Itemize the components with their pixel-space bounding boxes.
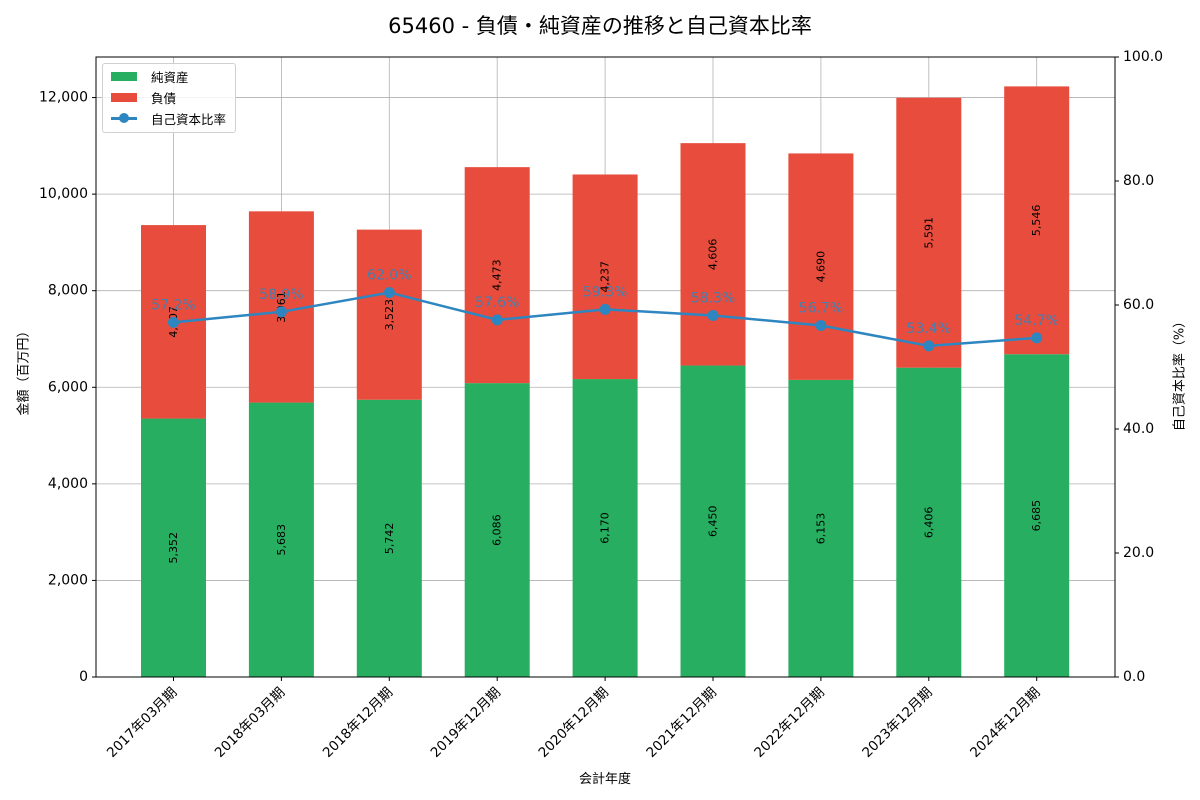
- equity-ratio-marker-icon: [599, 303, 611, 315]
- net-assets-value-label: 6,685: [1030, 500, 1043, 532]
- legend-item-net-assets: 純資産: [111, 67, 189, 85]
- x-tick-label: 2018年03月期: [212, 685, 288, 761]
- equity-ratio-value-label: 59.3%: [583, 284, 627, 300]
- equity-ratio-marker-icon: [815, 319, 827, 331]
- net-assets-value-label: 5,352: [167, 532, 180, 564]
- equity-ratio-marker-icon: [923, 340, 935, 352]
- net-assets-value-label: 6,086: [491, 514, 504, 546]
- chart-title: 65460 - 負債・純資産の推移と自己資本比率: [388, 14, 812, 38]
- bar-liabilities: [680, 143, 746, 366]
- bar-liabilities: [896, 97, 962, 368]
- y-right-tick-label: 100.0: [1123, 49, 1163, 65]
- liabilities-value-label: 4,690: [814, 251, 827, 283]
- legend-label: 負債: [151, 90, 177, 106]
- net-assets-value-label: 6,450: [707, 506, 720, 538]
- liabilities-value-label: 4,606: [707, 239, 720, 271]
- net-assets-value-label: 5,683: [275, 524, 288, 556]
- net-assets-value-label: 6,406: [922, 507, 935, 539]
- y-right-tick-label: 0.0: [1123, 669, 1145, 685]
- bar-net-assets: [248, 402, 314, 677]
- equity-ratio-marker-icon: [168, 316, 179, 328]
- y-right-tick-label: 60.0: [1123, 297, 1154, 313]
- x-tick-label: 2024年12月期: [967, 685, 1043, 761]
- y-left-tick-label: 4,000: [48, 476, 88, 492]
- x-tick-label: 2018年12月期: [320, 685, 396, 761]
- equity-ratio-marker-icon: [275, 306, 287, 318]
- y-right-tick-label: 40.0: [1123, 421, 1154, 437]
- liabilities-value-label: 5,591: [922, 217, 935, 249]
- y-left-tick-label: 6,000: [48, 379, 88, 395]
- bar-liabilities: [464, 167, 530, 384]
- equity-ratio-marker-icon: [491, 314, 503, 326]
- x-tick-label: 2023年12月期: [859, 685, 935, 761]
- bar-net-assets: [464, 383, 530, 677]
- net-assets-swatch-icon: [111, 71, 137, 81]
- legend-item-liabilities: 負債: [111, 88, 176, 106]
- legend-label: 純資産: [151, 69, 189, 85]
- equity-ratio-value-label: 62.0%: [367, 268, 411, 284]
- equity-ratio-value-label: 58.9%: [259, 287, 303, 303]
- equity-ratio-value-label: 53.4%: [907, 321, 951, 337]
- bars: [141, 86, 1070, 677]
- liabilities-swatch-icon: [111, 92, 137, 102]
- bar-liabilities: [356, 229, 422, 400]
- bar-net-assets: [788, 379, 854, 677]
- y-left-tick-label: 8,000: [48, 283, 88, 299]
- y-right-tick-label: 80.0: [1123, 173, 1154, 189]
- y-left-tick-label: 2,000: [48, 572, 88, 588]
- liabilities-value-label: 3,523: [383, 299, 396, 331]
- x-tick-label: 2020年12月期: [536, 685, 612, 761]
- x-tick-label: 2017年03月期: [104, 685, 180, 761]
- bar-value-labels: 5,3524,0075,6833,9615,7423,5236,0864,473…: [167, 205, 1043, 564]
- equity-ratio-value-label: 57.2%: [151, 297, 195, 313]
- x-tick-label: 2022年12月期: [751, 685, 827, 761]
- equity-ratio-marker-icon: [1031, 332, 1043, 344]
- net-assets-value-label: 5,742: [383, 523, 396, 555]
- equity-ratio-value-label: 58.3%: [691, 291, 735, 307]
- line-marker-icon: [111, 109, 137, 127]
- legend: 純資産 負債 自己資本比率: [102, 63, 236, 133]
- x-axis-label: 会計年度: [578, 772, 631, 787]
- bar-net-assets: [356, 399, 422, 677]
- x-tick-label: 2019年12月期: [428, 685, 504, 761]
- y-left-tick-label: 10,000: [39, 186, 88, 202]
- liabilities-value-label: 4,237: [599, 261, 612, 293]
- bar-net-assets: [896, 367, 962, 677]
- net-assets-value-label: 6,170: [599, 512, 612, 544]
- liabilities-value-label: 4,473: [491, 259, 504, 291]
- equity-ratio-value-label: 56.7%: [799, 300, 843, 316]
- bar-net-assets: [1004, 354, 1070, 677]
- y-left-tick-label: 12,000: [39, 90, 88, 106]
- equity-ratio-line: 57.2% 58.9% 62.0% 57.6% 59.3% 58.3% 56.7% 53.4%…: [151, 268, 1059, 352]
- legend-label: 自己資本比率: [151, 111, 227, 127]
- net-assets-value-label: 6,153: [814, 513, 827, 545]
- bar-net-assets: [141, 418, 206, 677]
- bar-liabilities: [788, 153, 854, 380]
- bar-net-assets: [572, 379, 638, 677]
- y-axis-right-label: 自己資本比率（%）: [1172, 314, 1188, 432]
- y-left-tick-label: 0: [79, 669, 88, 685]
- y-right-tick-label: 20.0: [1123, 545, 1154, 561]
- legend-item-equity-ratio: 自己資本比率: [111, 109, 226, 127]
- liabilities-value-label: 5,546: [1030, 205, 1043, 237]
- equity-ratio-marker-icon: [707, 310, 719, 322]
- equity-ratio-value-label: 54.7%: [1014, 313, 1058, 329]
- bar-liabilities: [1004, 86, 1070, 355]
- bar-net-assets: [680, 365, 746, 677]
- y-axis-left-label: 金額（百万円）: [16, 324, 32, 416]
- equity-ratio-marker-icon: [383, 287, 395, 299]
- bar-liabilities: [572, 174, 638, 380]
- equity-ratio-value-label: 57.6%: [475, 295, 519, 311]
- x-tick-label: 2021年12月期: [643, 685, 719, 761]
